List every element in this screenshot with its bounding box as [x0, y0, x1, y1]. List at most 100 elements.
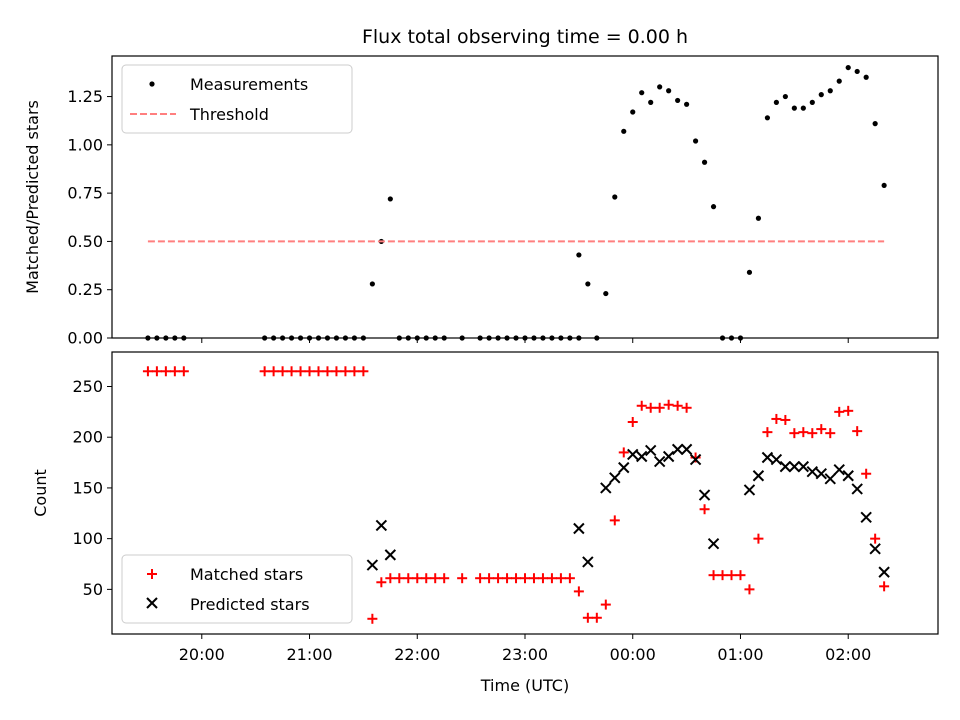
predicted-stars-point	[743, 484, 756, 496]
measurements-point	[387, 196, 393, 202]
measurements-point	[845, 64, 851, 71]
measurements-point	[666, 88, 672, 94]
measurements-point	[495, 335, 501, 341]
top-plot-marks	[145, 64, 887, 341]
matched-stars-point	[636, 400, 647, 411]
predicted-stars-point	[618, 461, 630, 474]
measurements-point	[271, 335, 277, 341]
bottom-y-axis-label: Count	[31, 469, 50, 517]
matched-stars-point	[367, 613, 378, 624]
measurements-point	[818, 92, 824, 98]
measurements-point	[262, 335, 268, 341]
matched-stars-point	[421, 573, 432, 584]
predicted-stars-point	[707, 538, 720, 550]
matched-stars-point	[564, 573, 575, 584]
matched-stars-point	[708, 570, 719, 581]
measurements-point	[549, 335, 555, 341]
predicted-stars-point	[842, 470, 854, 482]
matched-stars-point	[717, 570, 728, 581]
x-tick-label: 20:00	[179, 645, 225, 664]
measurements-point	[441, 335, 447, 341]
measurements-point	[576, 335, 582, 341]
matched-stars-point	[798, 427, 809, 438]
measurements-point	[288, 335, 295, 341]
matched-stars-point	[502, 573, 513, 584]
measurements-point	[351, 335, 358, 341]
measurements-point	[621, 128, 627, 134]
top-chart-title: Flux total observing time = 0.00 h	[362, 26, 688, 48]
measurements-point	[154, 335, 160, 341]
matched-stars-point	[340, 366, 351, 377]
matched-stars-point	[870, 533, 881, 544]
measurements-point	[692, 138, 699, 144]
measurements-point	[800, 105, 806, 111]
matched-stars-point	[591, 612, 602, 623]
measurements-point	[791, 105, 797, 111]
predicted-stars-point	[366, 559, 379, 571]
matched-stars-point	[600, 599, 611, 610]
measurements-point	[477, 335, 483, 341]
predicted-stars-point	[797, 460, 810, 473]
matched-stars-point	[627, 416, 638, 427]
measurements-point	[773, 99, 779, 105]
matched-stars-point	[376, 577, 387, 588]
legend-x-marker-icon	[146, 597, 158, 609]
y-tick-label: 0.50	[67, 232, 103, 251]
matched-stars-point	[834, 406, 845, 417]
matched-stars-point	[555, 573, 566, 584]
measurements-point	[782, 93, 788, 100]
matched-stars-point	[295, 366, 306, 377]
predicted-stars-point	[779, 460, 792, 473]
measurements-point	[809, 99, 815, 105]
matched-stars-point	[520, 573, 530, 584]
predicted-stars-point	[752, 470, 765, 482]
measurements-point	[172, 335, 178, 341]
measurements-point	[396, 335, 402, 341]
y-tick-label: 0.25	[67, 280, 103, 299]
top-legend-box	[121, 64, 353, 134]
x-tick-label: 02:00	[825, 645, 871, 664]
measurements-point	[719, 335, 726, 341]
predicted-stars-point	[761, 451, 774, 464]
matched-stars-point	[349, 366, 360, 377]
measurements-point	[881, 182, 887, 189]
top-legend: Measurements Threshold	[121, 64, 353, 134]
predicted-stars-point	[770, 453, 783, 466]
matched-stars-point	[439, 573, 450, 584]
matched-stars-point	[681, 402, 692, 413]
measurements-point	[684, 101, 690, 107]
legend-label-threshold: Threshold	[189, 105, 269, 124]
matched-stars-point	[879, 581, 890, 592]
y-tick-label: 0.75	[67, 184, 103, 203]
measurements-point	[342, 335, 349, 341]
x-axis-label: Time (UTC)	[480, 676, 569, 695]
matched-stars-point	[735, 570, 746, 581]
bottom-legend: Matched stars Predicted stars	[121, 554, 353, 624]
bottom-x-axis: 20:00 21:00 22:00 23:00 00:00 01:00 02:00	[179, 634, 871, 664]
matched-stars-point	[286, 366, 297, 377]
y-tick-label: 0.00	[67, 329, 103, 348]
predicted-stars-point	[600, 482, 612, 494]
matched-stars-point	[394, 573, 405, 584]
measurements-point	[594, 335, 600, 341]
measurements-point	[181, 335, 187, 341]
matched-stars-point	[789, 428, 800, 439]
matched-stars-point	[825, 428, 836, 439]
matched-stars-point	[178, 366, 189, 377]
measurements-point	[369, 281, 375, 287]
top-x-axis	[201, 338, 849, 343]
y-tick-label: 250	[72, 377, 103, 396]
matched-stars-point	[573, 586, 584, 597]
matched-stars-point	[582, 612, 593, 623]
predicted-stars-point	[609, 472, 621, 484]
matched-stars-point	[762, 427, 773, 438]
matched-stars-point	[843, 405, 854, 416]
measurements-panel: 0.00 0.25 0.50 0.75 1.00 1.25 Matched/Predict…	[23, 55, 939, 348]
predicted-stars-point	[878, 566, 890, 578]
measurements-point	[710, 204, 717, 210]
top-y-axis: 0.00 0.25 0.50 0.75 1.00 1.25	[67, 87, 112, 348]
matched-stars-point	[537, 573, 548, 584]
measurements-point	[504, 335, 510, 341]
matched-stars-point	[645, 402, 656, 413]
measurements-point	[513, 335, 519, 341]
